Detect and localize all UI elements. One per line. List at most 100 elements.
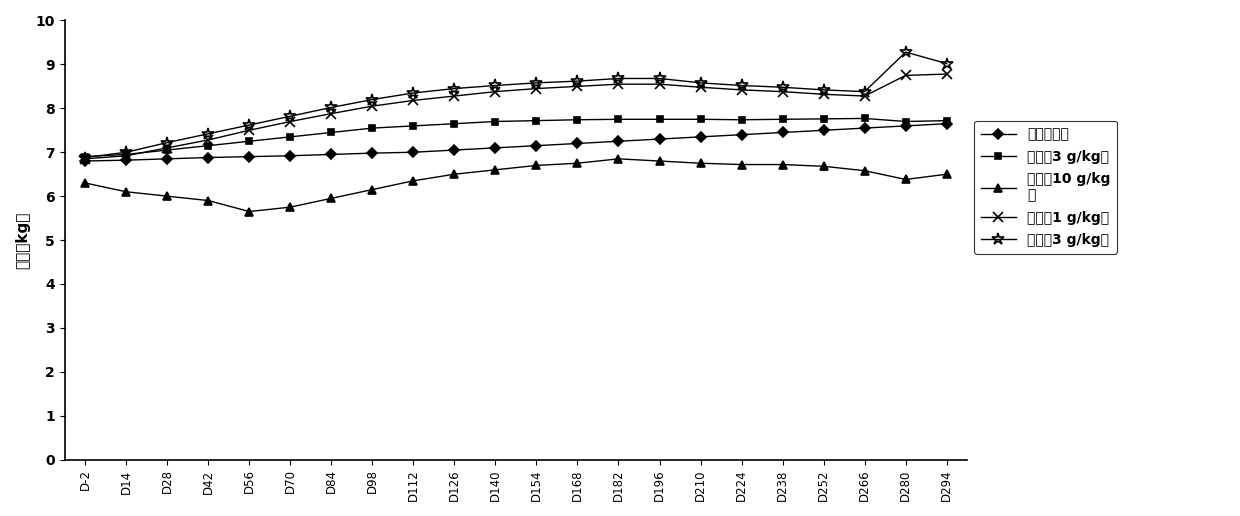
原工艺10 g/kg
组 (201, 198, 216, 204)
阴性对照组 (816, 127, 831, 133)
原工艺10 g/kg
组 (570, 160, 585, 166)
新工艺3 g/kg组 (201, 131, 216, 137)
新工艺1 g/kg组 (529, 86, 544, 92)
原工艺3 g/kg组 (365, 125, 379, 131)
新工艺3 g/kg组 (529, 80, 544, 86)
原工艺10 g/kg
组 (324, 195, 339, 201)
Line: 新工艺1 g/kg组: 新工艺1 g/kg组 (81, 69, 951, 164)
阴性对照组 (775, 130, 790, 136)
原工艺10 g/kg
组 (446, 171, 461, 178)
阴性对照组 (611, 138, 626, 144)
新工艺1 g/kg组 (734, 87, 749, 93)
原工艺3 g/kg组 (693, 116, 708, 122)
原工艺3 g/kg组 (119, 151, 134, 157)
阴性对照组 (898, 123, 913, 129)
新工艺3 g/kg组 (446, 86, 461, 92)
新工艺3 g/kg组 (160, 139, 175, 146)
新工艺1 g/kg组 (611, 81, 626, 87)
新工艺1 g/kg组 (365, 103, 379, 109)
原工艺3 g/kg组 (775, 116, 790, 122)
原工艺10 g/kg
组 (652, 158, 667, 164)
原工艺3 g/kg组 (446, 121, 461, 127)
新工艺3 g/kg组 (693, 80, 708, 86)
新工艺1 g/kg组 (857, 93, 872, 99)
原工艺10 g/kg
组 (898, 176, 913, 183)
阴性对照组 (283, 153, 298, 159)
Line: 阴性对照组: 阴性对照组 (82, 120, 950, 165)
阴性对照组 (119, 157, 134, 163)
原工艺10 g/kg
组 (693, 160, 708, 166)
阴性对照组 (529, 142, 544, 149)
新工艺1 g/kg组 (693, 84, 708, 90)
原工艺3 g/kg组 (652, 116, 667, 122)
阴性对照组 (939, 121, 954, 127)
原工艺3 g/kg组 (816, 116, 831, 122)
原工艺10 g/kg
组 (489, 167, 503, 173)
新工艺1 g/kg组 (816, 91, 831, 98)
新工艺1 g/kg组 (119, 153, 134, 159)
新工艺3 g/kg组 (489, 83, 503, 89)
原工艺3 g/kg组 (570, 117, 585, 123)
新工艺3 g/kg组 (939, 60, 954, 67)
原工艺3 g/kg组 (324, 130, 339, 136)
新工艺3 g/kg组 (78, 154, 93, 160)
原工艺3 g/kg组 (283, 134, 298, 140)
新工艺1 g/kg组 (652, 81, 667, 87)
原工艺10 g/kg
组 (816, 163, 831, 169)
新工艺3 g/kg组 (775, 84, 790, 90)
原工艺3 g/kg组 (160, 147, 175, 153)
新工艺3 g/kg组 (611, 75, 626, 82)
阴性对照组 (78, 158, 93, 164)
原工艺10 g/kg
组 (78, 180, 93, 186)
原工艺3 g/kg组 (734, 117, 749, 123)
新工艺3 g/kg组 (242, 122, 257, 128)
阴性对照组 (734, 132, 749, 138)
Legend: 阴性对照组, 原工艺3 g/kg组, 原工艺10 g/kg
组, 新工艺1 g/kg组, 新工艺3 g/kg组: 阴性对照组, 原工艺3 g/kg组, 原工艺10 g/kg 组, 新工艺1 g/… (975, 121, 1117, 254)
阴性对照组 (324, 151, 339, 157)
新工艺1 g/kg组 (201, 137, 216, 143)
原工艺3 g/kg组 (898, 118, 913, 124)
新工艺1 g/kg组 (283, 118, 298, 124)
原工艺3 g/kg组 (611, 116, 626, 122)
原工艺3 g/kg组 (529, 118, 544, 124)
新工艺1 g/kg组 (78, 156, 93, 162)
原工艺3 g/kg组 (939, 118, 954, 124)
新工艺1 g/kg组 (775, 89, 790, 95)
新工艺3 g/kg组 (857, 89, 872, 95)
原工艺10 g/kg
组 (611, 156, 626, 162)
阴性对照组 (693, 134, 708, 140)
新工艺3 g/kg组 (570, 78, 585, 84)
阴性对照组 (160, 156, 175, 162)
阴性对照组 (489, 145, 503, 151)
阴性对照组 (857, 125, 872, 131)
阴性对照组 (242, 154, 257, 160)
新工艺3 g/kg组 (405, 90, 420, 96)
新工艺1 g/kg组 (160, 145, 175, 151)
新工艺3 g/kg组 (283, 113, 298, 119)
原工艺10 g/kg
组 (242, 208, 257, 215)
原工艺10 g/kg
组 (405, 178, 420, 184)
新工艺1 g/kg组 (446, 93, 461, 99)
原工艺3 g/kg组 (405, 123, 420, 129)
新工艺3 g/kg组 (324, 104, 339, 110)
阴性对照组 (365, 150, 379, 156)
原工艺10 g/kg
组 (365, 186, 379, 192)
新工艺3 g/kg组 (119, 149, 134, 155)
原工艺10 g/kg
组 (775, 162, 790, 168)
原工艺10 g/kg
组 (119, 189, 134, 195)
新工艺1 g/kg组 (570, 83, 585, 89)
Line: 原工艺3 g/kg组: 原工艺3 g/kg组 (82, 115, 950, 160)
新工艺1 g/kg组 (489, 89, 503, 95)
新工艺1 g/kg组 (939, 71, 954, 77)
阴性对照组 (570, 140, 585, 147)
阴性对照组 (201, 154, 216, 160)
Line: 新工艺3 g/kg组: 新工艺3 g/kg组 (79, 46, 952, 164)
原工艺10 g/kg
组 (734, 162, 749, 168)
原工艺10 g/kg
组 (939, 171, 954, 178)
Y-axis label: 体重（kg）: 体重（kg） (15, 212, 30, 269)
原工艺3 g/kg组 (242, 138, 257, 144)
原工艺3 g/kg组 (78, 154, 93, 160)
新工艺1 g/kg组 (898, 72, 913, 78)
阴性对照组 (405, 149, 420, 155)
阴性对照组 (446, 147, 461, 153)
